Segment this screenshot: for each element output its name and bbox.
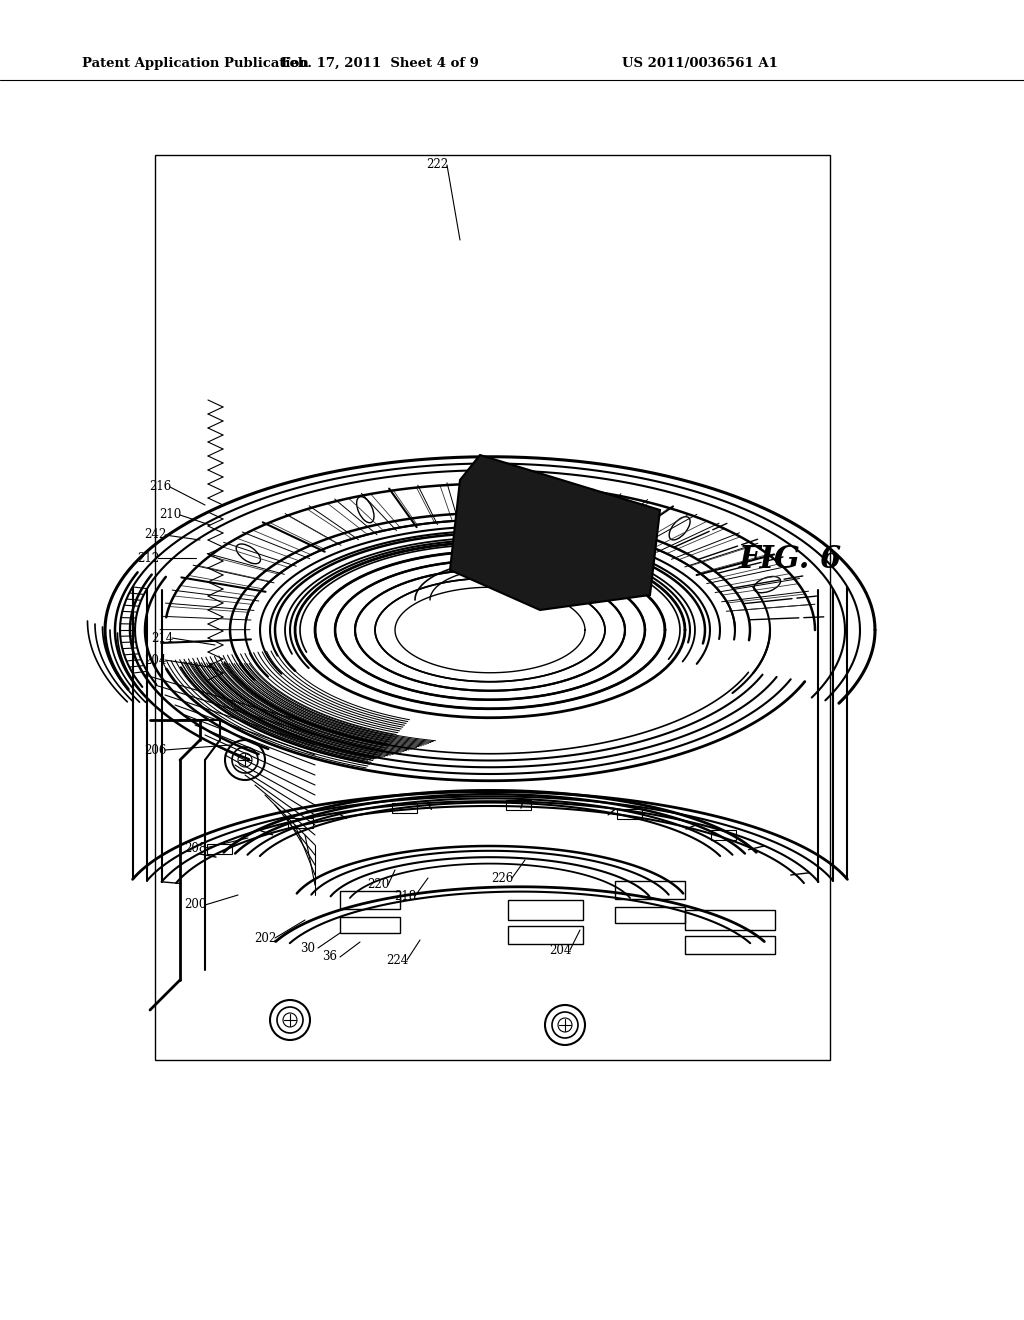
Text: 208: 208 [184,842,206,854]
Text: 206: 206 [143,743,166,756]
Text: 216: 216 [148,480,171,494]
Text: 222: 222 [426,158,449,172]
Text: 36: 36 [323,950,338,964]
Polygon shape [450,455,660,610]
Bar [685,909,775,931]
Bar [155,154,830,1060]
Text: 218: 218 [394,890,416,903]
Text: US 2011/0036561 A1: US 2011/0036561 A1 [622,57,778,70]
Text: 30: 30 [300,941,315,954]
Text: Feb. 17, 2011  Sheet 4 of 9: Feb. 17, 2011 Sheet 4 of 9 [281,57,479,70]
Text: 242: 242 [144,528,166,541]
Bar [508,927,583,944]
Text: 214: 214 [151,631,173,644]
Bar [340,917,400,933]
Text: 212: 212 [137,552,159,565]
Bar [615,880,685,899]
Text: 220: 220 [367,879,389,891]
Bar [685,936,775,954]
Text: 224: 224 [386,953,409,966]
Text: 204: 204 [549,944,571,957]
Text: 226: 226 [490,871,513,884]
Text: Patent Application Publication: Patent Application Publication [82,57,309,70]
Text: 202: 202 [254,932,276,945]
Bar [615,907,685,923]
Text: FIG. 6: FIG. 6 [738,544,842,576]
Bar [340,891,400,909]
Bar [508,900,583,920]
Text: 204: 204 [143,653,166,667]
Text: 200: 200 [184,899,206,912]
Text: 210: 210 [159,508,181,521]
